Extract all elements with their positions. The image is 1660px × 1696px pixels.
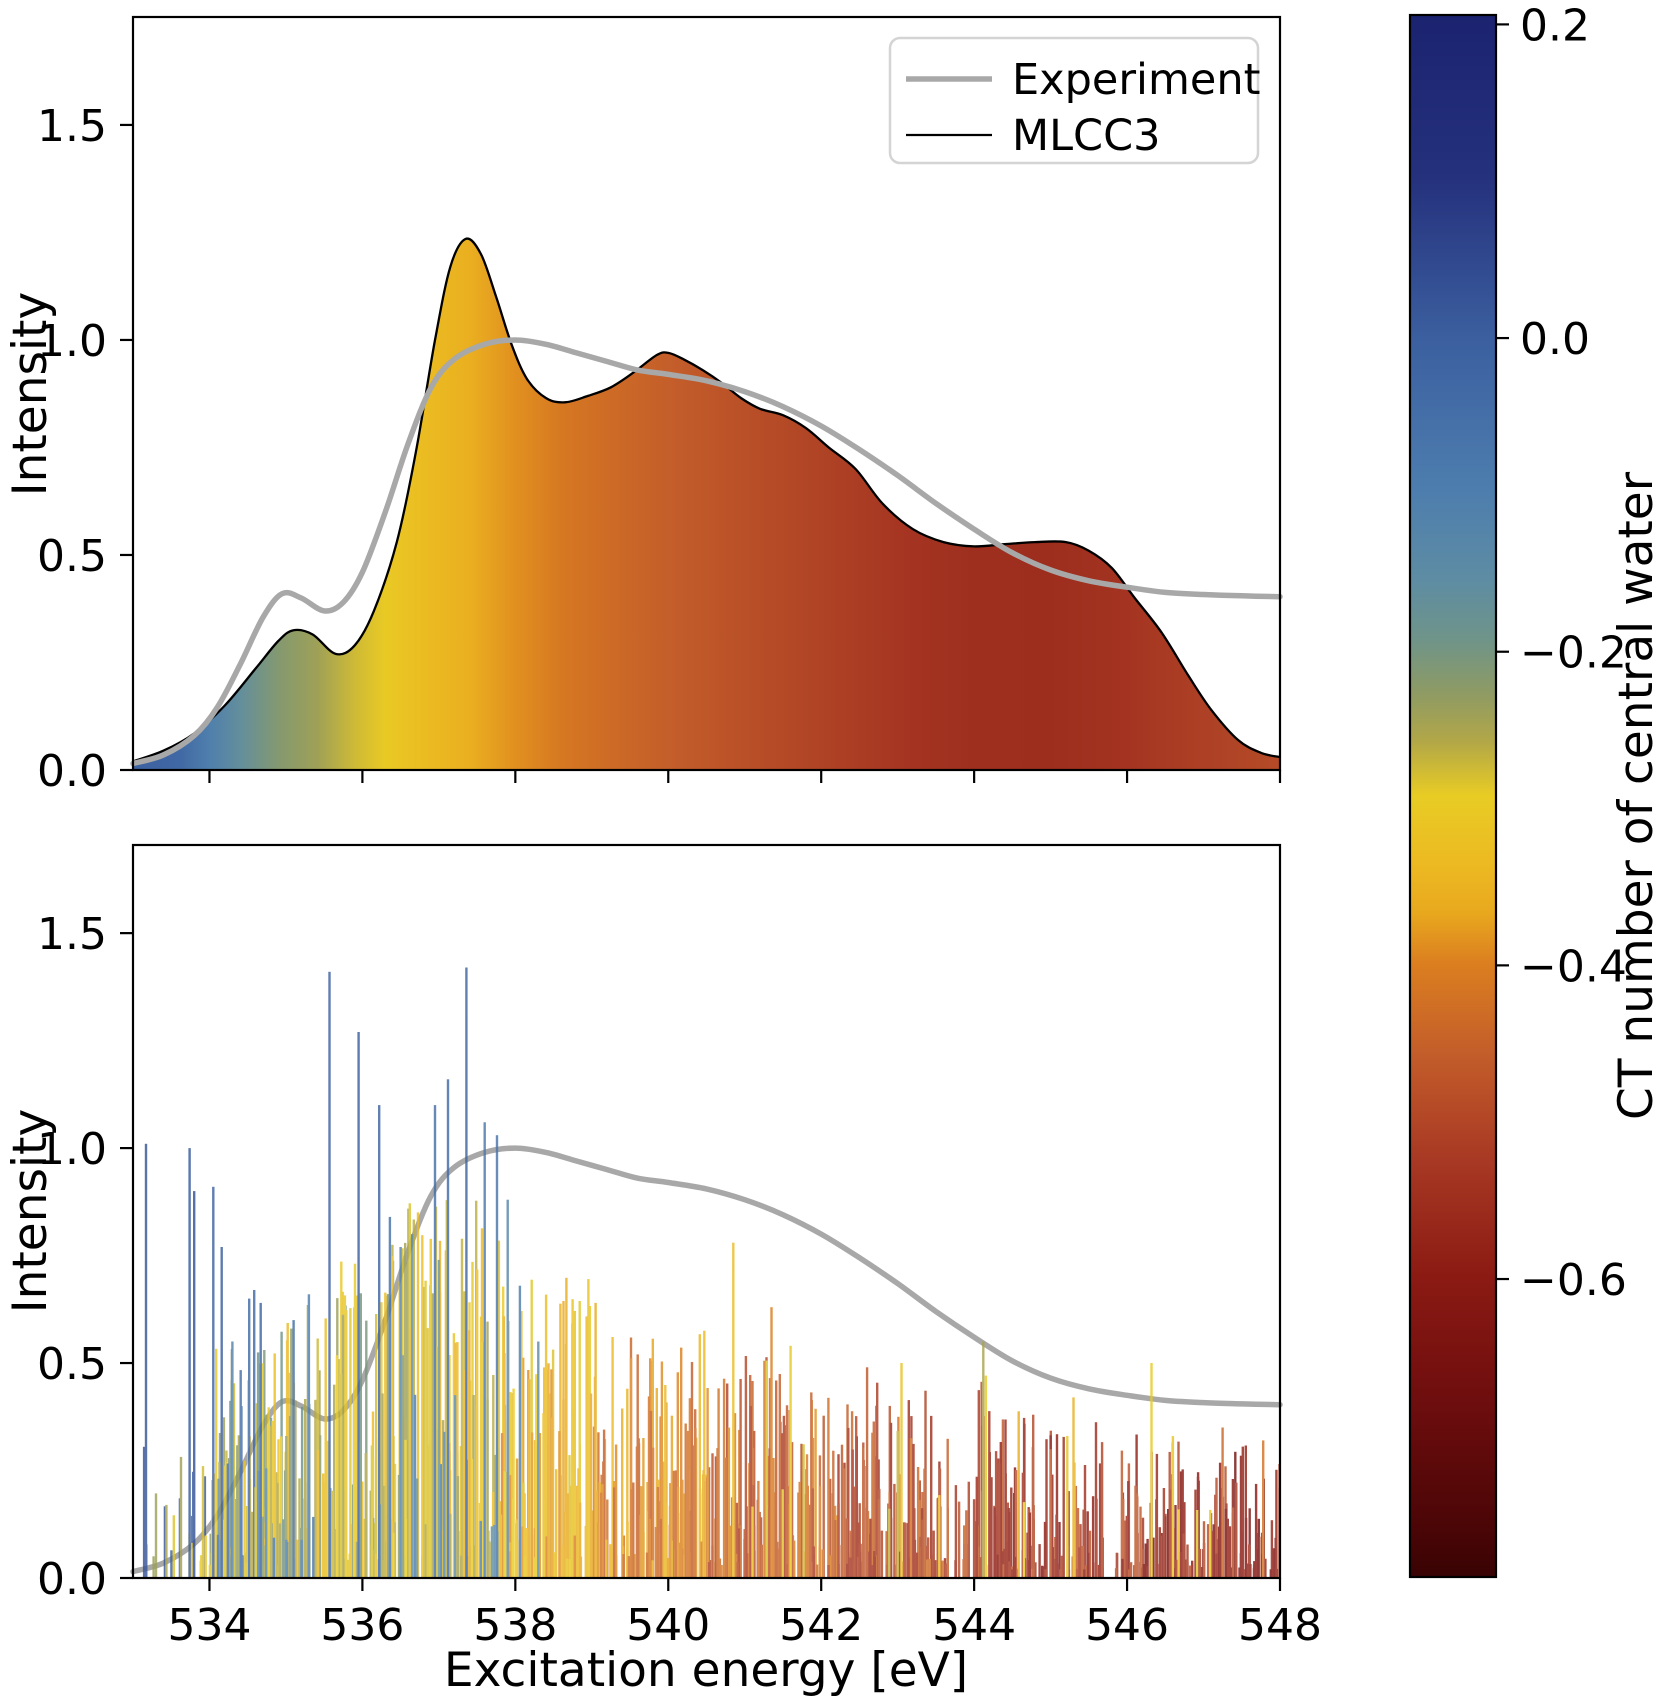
colorbar-tick-label: 0.0 [1520,314,1590,365]
top-ytick-label: 1.0 [37,316,107,367]
xtick-label: 540 [626,1600,710,1651]
bottom-ytick-label: 0.5 [37,1339,107,1390]
colorbar-tick-label: −0.4 [1520,941,1627,992]
top-panel-spine [131,15,1282,772]
colorbar-tick-label: −0.2 [1520,628,1627,679]
colorbar-ticks: 0.2 0.0 −0.2 −0.4 −0.6 [1496,0,1627,1306]
xtick-label: 546 [1085,1600,1169,1651]
colorbar-gradient [1408,13,1498,1579]
xtick-label: 536 [320,1600,404,1651]
colorbar: 0.2 0.0 −0.2 −0.4 −0.6 CT number of central … [1408,0,1660,1579]
bottom-ytick-label: 1.5 [37,909,107,960]
bottom-ylabel: Intensity [3,1109,58,1314]
top-ytick-label: 1.5 [37,101,107,152]
legend-label-experiment: Experiment [1012,55,1260,105]
xtick-label: 544 [932,1600,1016,1651]
top-ticks: 0.0 0.5 1.0 1.5 [37,101,1282,797]
colorbar-tick-label: −0.6 [1520,1255,1627,1306]
xtick-label: 542 [779,1600,863,1651]
legend: Experiment MLCC3 [888,36,1260,165]
mlcc3-line [132,237,1281,763]
xlabel: Excitation energy [eV] [444,1643,968,1696]
bottom-ytick-label: 0.0 [37,1554,107,1605]
bottom-ytick-label: 1.0 [37,1124,107,1175]
xtick-label: 534 [167,1600,251,1651]
bottom-panel: 534 536 538 540 542 544 546 548 0.0 0.5 1.0 1.5 Int… [3,843,1322,1696]
top-ylabel: Intensity [3,292,58,497]
top-curves [130,237,1283,767]
experiment-line-bottom [130,1145,1283,1575]
top-ytick-label: 0.5 [37,531,107,582]
colorbar-label: CT number of central water [1609,471,1660,1120]
xtick-label: 548 [1238,1600,1322,1651]
legend-label-mlcc3: MLCC3 [1012,111,1160,161]
mlcc3-filled-area [133,238,1280,771]
top-ytick-label: 0.0 [37,746,107,797]
stick-spectrum [142,967,1281,1578]
experiment-curve-bottom [130,1145,1283,1575]
colorbar-tick-label: 0.2 [1520,0,1590,51]
top-panel: 0.0 0.5 1.0 1.5 Intensity [3,15,1283,797]
experiment-line-top [130,337,1283,767]
bottom-panel-spine [131,843,1282,1580]
legend-box [888,36,1260,165]
bottom-ticks: 534 536 538 540 542 544 546 548 0.0 0.5 1.0 1.5 [37,909,1322,1651]
mlcc3-fill [133,238,1280,771]
xtick-label: 538 [473,1600,557,1651]
